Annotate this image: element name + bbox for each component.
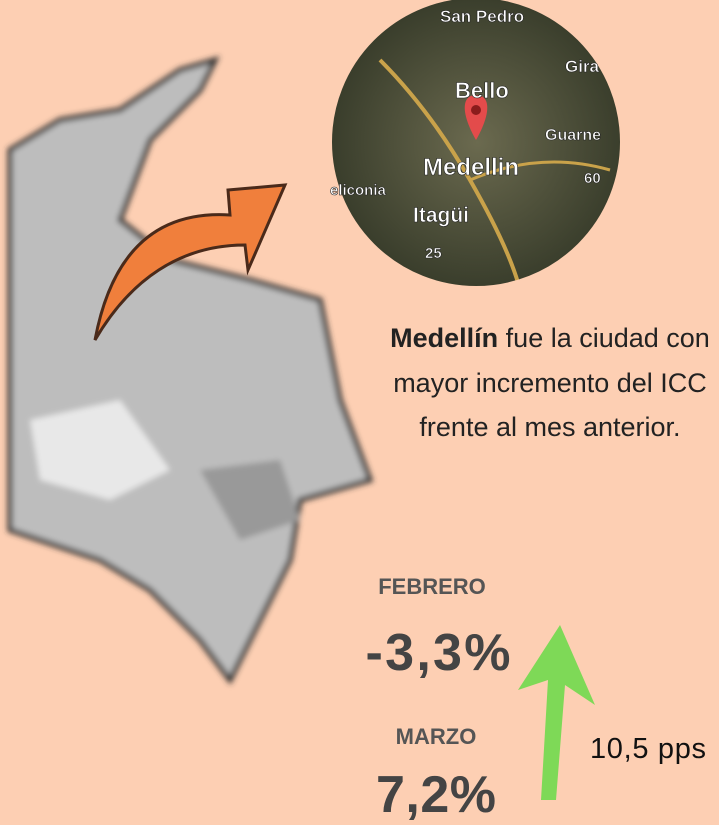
stat-label: FEBRERO: [378, 574, 486, 599]
description: Medellín fue la ciudad con mayor increme…: [380, 316, 719, 450]
green-arrow: [518, 625, 595, 800]
highlight: Medellín: [390, 323, 498, 353]
map-label: Bello: [455, 78, 509, 103]
page: San Pedro Bello Gira Guarne Medellin eli…: [0, 0, 719, 825]
stat-value: 7,2%: [376, 766, 496, 824]
stat-value: -3,3%: [366, 624, 511, 682]
map-label: San Pedro: [440, 7, 524, 26]
map-label: eliconia: [330, 182, 387, 199]
map-label: Guarne: [545, 127, 601, 144]
map-label: 60: [584, 170, 601, 187]
change-label: 10,5 pps: [590, 733, 706, 765]
map-label: Gira: [565, 57, 600, 76]
map-label: 25: [425, 245, 442, 262]
map-label: Medellin: [423, 154, 519, 181]
colombia-map: [10, 60, 370, 680]
map-label: Itagüi: [413, 204, 469, 227]
stat-label: MARZO: [396, 724, 477, 749]
